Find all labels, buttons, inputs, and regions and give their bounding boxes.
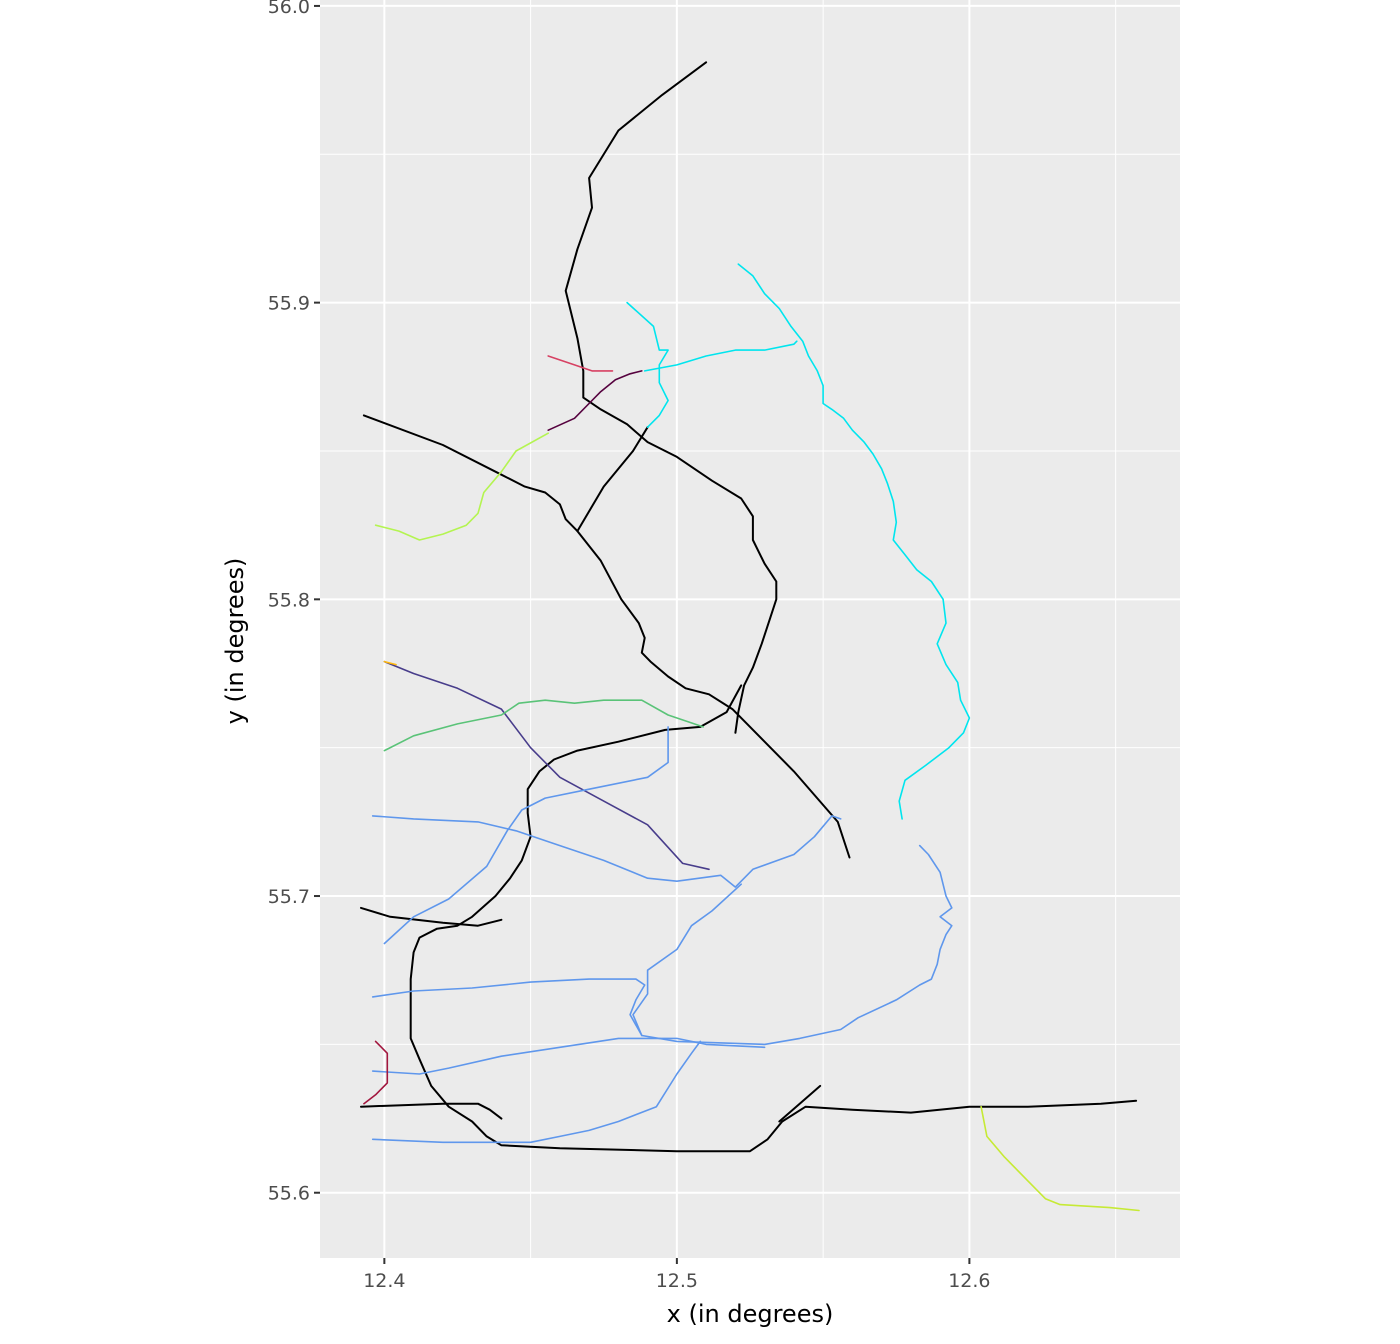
- route-line-24: [980, 1105, 1140, 1212]
- y-tick-label: 56.0: [268, 0, 310, 18]
- route-line-5: [360, 906, 503, 927]
- route-line-2: [362, 414, 851, 859]
- route-line-15: [383, 660, 397, 666]
- major-gridlines: [320, 0, 1180, 1258]
- y-tick-label: 55.8: [268, 589, 310, 611]
- y-tick-label: 55.6: [268, 1183, 310, 1205]
- route-line-9: [626, 301, 669, 428]
- route-line-20: [371, 1037, 766, 1075]
- route-line-11: [547, 355, 614, 372]
- route-line-16: [383, 699, 704, 752]
- x-tick-label: 12.6: [948, 1270, 990, 1292]
- route-line-19: [371, 844, 953, 1046]
- route-line-1: [564, 61, 778, 734]
- y-tick-label: 55.9: [268, 293, 310, 315]
- route-line-17: [383, 726, 669, 945]
- x-axis-title: x (in degrees): [667, 1300, 834, 1328]
- y-axis-title: y (in degrees): [221, 558, 249, 725]
- route-line-18: [371, 815, 842, 888]
- route-line-14: [383, 660, 710, 871]
- x-tick-label: 12.4: [363, 1270, 405, 1292]
- route-line-22: [632, 883, 742, 1037]
- x-tick-label: 12.5: [656, 1270, 698, 1292]
- axes: 12.4 12.5 12.6 55.6 55.7 55.8 55.9 56.0: [268, 0, 991, 1292]
- route-line-12: [547, 370, 643, 431]
- route-line-23: [363, 1040, 389, 1105]
- route-line-8: [737, 263, 971, 820]
- route-line-7: [778, 1084, 822, 1123]
- route-line-3: [576, 426, 649, 533]
- minor-gridlines: [320, 0, 1180, 1258]
- route-line-13: [374, 432, 549, 541]
- panel-background: [320, 0, 1180, 1258]
- route-lines: [360, 61, 1140, 1212]
- route-line-21: [371, 1040, 702, 1144]
- route-line-10: [643, 340, 798, 372]
- y-tick-label: 55.7: [268, 886, 310, 908]
- route-line-6: [360, 1102, 503, 1120]
